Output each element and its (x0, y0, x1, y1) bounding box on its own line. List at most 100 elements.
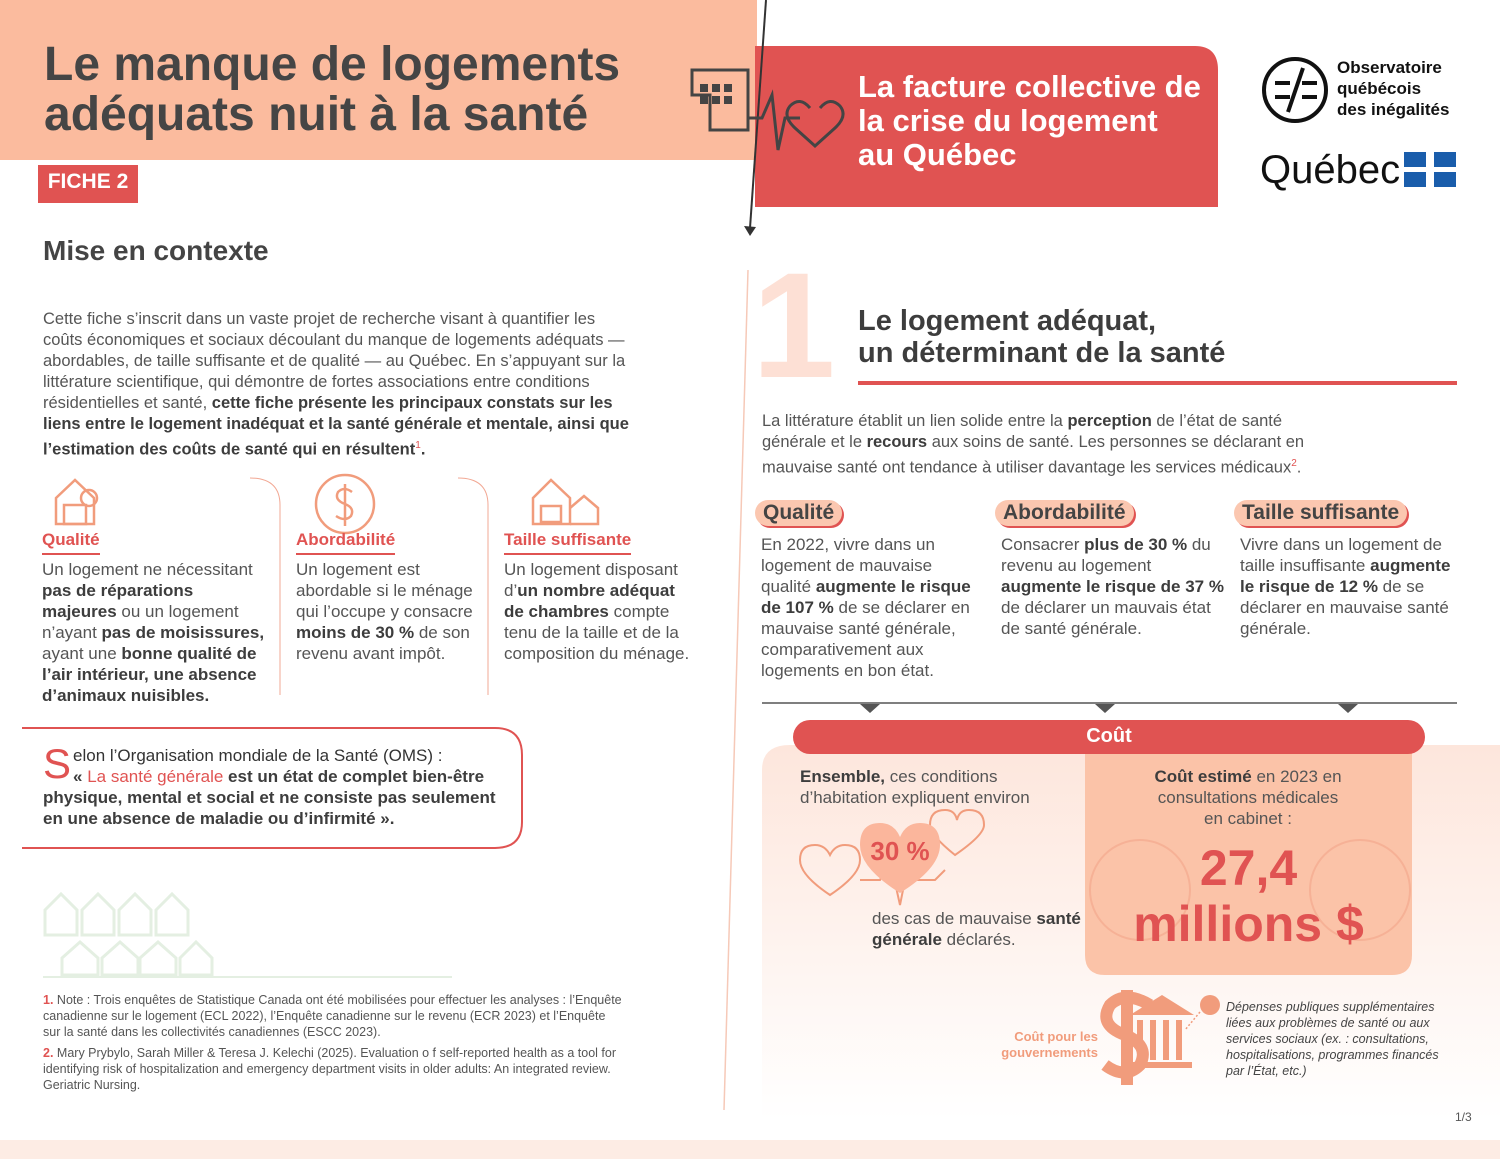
text-bold: un nombre adéquat de chambres (504, 581, 675, 621)
banner: La facture collective de la crise du loge… (858, 70, 1201, 172)
footnote-number: 2. (43, 1046, 54, 1060)
shape (1275, 67, 1317, 113)
quebec-flag (1404, 152, 1456, 187)
banner-line: au Québec (858, 137, 1017, 172)
finding-label: Abordabilité (995, 500, 1134, 526)
amount-box (1085, 745, 1412, 975)
text: de se déclarer en mauvaise santé général… (761, 598, 970, 680)
text: elon l’Organisation mondiale de la Santé… (73, 746, 443, 765)
shape (700, 84, 708, 92)
text-bold: pas de moisissures, (101, 623, 265, 642)
text-bold: bonne qualité de l’air intérieur, une ab… (42, 644, 257, 705)
shape (700, 96, 708, 104)
finding: Abordabilité Consacrer plus de 30 % du re… (995, 500, 1225, 639)
shape (1176, 1020, 1182, 1060)
logo-line: Observatoire (1337, 58, 1442, 77)
badge: FICHE 2 (47, 170, 129, 193)
text: Un logement est abordable si le ménage q… (296, 560, 473, 621)
arrow (744, 226, 756, 236)
text: en 2023 en consultations médicales en ca… (1157, 767, 1342, 828)
context-text: Cette fiche s’inscrit dans un vaste proj… (43, 309, 635, 461)
percent: 30 % (870, 836, 930, 866)
shape (1434, 172, 1456, 187)
shape (724, 84, 732, 92)
drop-cap: S (43, 740, 72, 787)
text-bold: Ensemble, (800, 767, 886, 786)
text-bold: ». (375, 809, 395, 828)
text: . (1296, 458, 1302, 477)
banner-line: la crise du logement (858, 103, 1158, 138)
heading-line: un déterminant de la santé (858, 337, 1226, 369)
note-ref: 1 (415, 440, 421, 451)
shape (314, 473, 376, 535)
separator (249, 477, 281, 695)
shape (1404, 152, 1426, 167)
shape (531, 478, 572, 526)
finding: Qualité En 2022, vivre dans un logement d… (755, 500, 975, 681)
text: Un logement ne nécessitant (42, 560, 253, 579)
amount-unit: millions $ (1133, 896, 1364, 952)
observatoire-logo (1262, 57, 1328, 123)
pillar-text: Un logement disposant d’un nombre adéqua… (504, 559, 694, 664)
pillar-title: Taille suffisante (504, 530, 632, 555)
footer-band (0, 1140, 1500, 1159)
logo-line: des inégalités (1337, 100, 1450, 119)
shape (1262, 57, 1328, 123)
text: ces conditions d’habitation expliquent e… (800, 767, 1030, 807)
text: En 2022, vivre dans un logement de mauva… (761, 535, 935, 596)
text-bold: . (420, 440, 426, 459)
text-bold: est un état de complet bien-être physiqu… (43, 767, 496, 828)
pillar: Qualité Un logement ne nécessitant pas de… (42, 530, 272, 706)
shape (1089, 839, 1191, 941)
cost-heading: Coût (1086, 725, 1132, 747)
text: Consacrer (1001, 535, 1085, 554)
shape (79, 488, 99, 508)
bank-icon (1100, 990, 1154, 1085)
shape (724, 96, 732, 104)
pillar-title: Qualité (42, 530, 100, 555)
shape (712, 84, 720, 92)
pillar-text: Un logement est abordable si le ménage q… (296, 559, 481, 664)
title-line: Le manque de logements (44, 38, 621, 91)
shape (1130, 995, 1194, 1015)
separator (457, 477, 489, 695)
section-heading: Le logement adéquat, un déterminant de la… (858, 305, 1225, 369)
shape (690, 68, 750, 132)
banner-line: La facture collective de (858, 69, 1201, 104)
shape (1150, 1020, 1156, 1060)
pointers (860, 704, 1358, 713)
footnote-text: Note : Trois enquêtes de Statistique Can… (43, 993, 622, 1039)
info-icon (1200, 995, 1220, 1015)
shape (785, 100, 845, 149)
text: ou un logement n’ayant (42, 602, 239, 642)
shape (1100, 990, 1154, 1085)
cost-right-text: Coût estimé en 2023 en consultations méd… (1148, 766, 1348, 829)
page-number: 1/3 (1455, 1110, 1472, 1124)
pillar: Taille suffisante Un logement disposant d… (504, 530, 694, 664)
pillar-icons (54, 473, 600, 535)
pillar-title: Abordabilité (296, 530, 396, 555)
finding-text: En 2022, vivre dans un logement de mauva… (755, 534, 975, 681)
text-bold: plus de 30 % (1084, 535, 1188, 554)
text: Un logement disposant d’ (504, 560, 678, 600)
footnote: 2. Mary Prybylo, Sarah Miller & Teresa J… (43, 1045, 623, 1093)
shape (335, 484, 354, 526)
heading-line: Le logement adéquat, (858, 305, 1157, 337)
shape (539, 504, 563, 524)
text-bold: augmente le risque de 12 % (1240, 556, 1451, 596)
header-band (0, 0, 757, 160)
highlight: La santé générale (87, 767, 224, 786)
cost-left-text: Ensemble, ces conditions d’habitation ex… (800, 766, 1030, 808)
divider (749, 0, 767, 229)
section-text: La littérature établit un lien solide en… (762, 411, 1337, 479)
text: ayant une (42, 644, 122, 663)
finding: Taille suffisante Vivre dans un logement … (1234, 500, 1459, 639)
shape (569, 494, 600, 526)
finding-text: Consacrer plus de 30 % du revenu au loge… (995, 534, 1225, 639)
shape (1130, 1062, 1192, 1068)
shape (1137, 1020, 1143, 1060)
shape (62, 503, 88, 526)
shape (712, 96, 720, 104)
government-label: Coût pour les gouvernements (1001, 1029, 1098, 1060)
